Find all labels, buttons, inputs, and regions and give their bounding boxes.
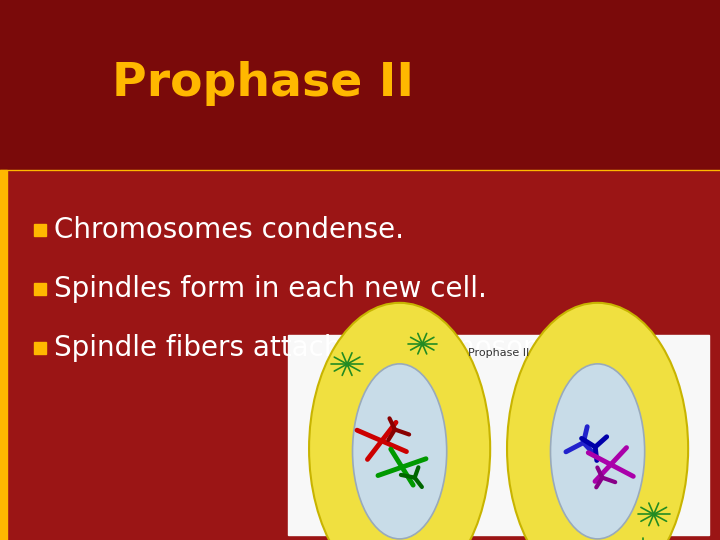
Text: Spindles form in each new cell.: Spindles form in each new cell.: [54, 275, 487, 303]
Text: Chromosomes condense.: Chromosomes condense.: [54, 215, 404, 244]
Ellipse shape: [507, 303, 688, 540]
Text: Prophase II: Prophase II: [112, 61, 413, 106]
Ellipse shape: [551, 364, 644, 539]
Text: Spindle fibers attach to chromosomes: Spindle fibers attach to chromosomes: [54, 334, 582, 362]
Ellipse shape: [309, 303, 490, 540]
Bar: [288, 335, 709, 535]
Ellipse shape: [353, 364, 446, 539]
Bar: [0, 0, 720, 170]
Text: Prophase II: Prophase II: [468, 348, 529, 359]
Bar: [0, 170, 7, 540]
